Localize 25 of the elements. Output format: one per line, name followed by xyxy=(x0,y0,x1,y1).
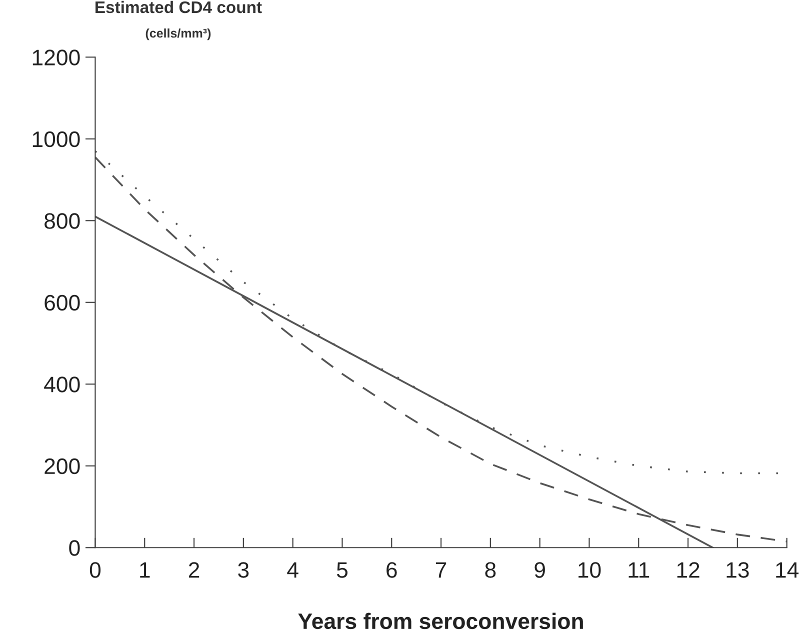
y-tick-label: 1200 xyxy=(32,50,80,66)
x-tick-label: 1 xyxy=(140,562,150,578)
x-tick-label: 7 xyxy=(436,562,446,578)
x-tick-label: 13 xyxy=(726,562,749,578)
x-tick-label: 10 xyxy=(578,562,601,578)
x-tick-label: 6 xyxy=(386,562,397,578)
x-tick-label: 11 xyxy=(628,562,650,578)
y-tick-label: 1000 xyxy=(32,131,80,148)
x-tick-label: 0 xyxy=(90,562,101,578)
x-tick-label: 12 xyxy=(677,562,700,578)
x-tick-label: 4 xyxy=(287,562,298,578)
x-tick-label: 14 xyxy=(776,562,799,578)
y-tick-label: 400 xyxy=(44,376,80,392)
y-tick-label: 600 xyxy=(44,294,80,311)
y-axis-title: Estimated CD4 count xyxy=(96,0,262,14)
y-tick-label: 0 xyxy=(69,540,80,556)
x-tick-label: 2 xyxy=(188,562,200,578)
y-tick-label: 800 xyxy=(44,213,80,229)
x-tick-label: 8 xyxy=(485,562,496,578)
chart-subtitle: (cells/mm³) xyxy=(146,28,211,40)
x-tick-label: 9 xyxy=(534,562,545,578)
x-tick-label: 3 xyxy=(238,562,249,578)
x-axis-title: Years from seroconversion xyxy=(298,612,583,630)
y-tick-label: 200 xyxy=(44,458,80,474)
x-tick-label: 5 xyxy=(336,562,348,578)
